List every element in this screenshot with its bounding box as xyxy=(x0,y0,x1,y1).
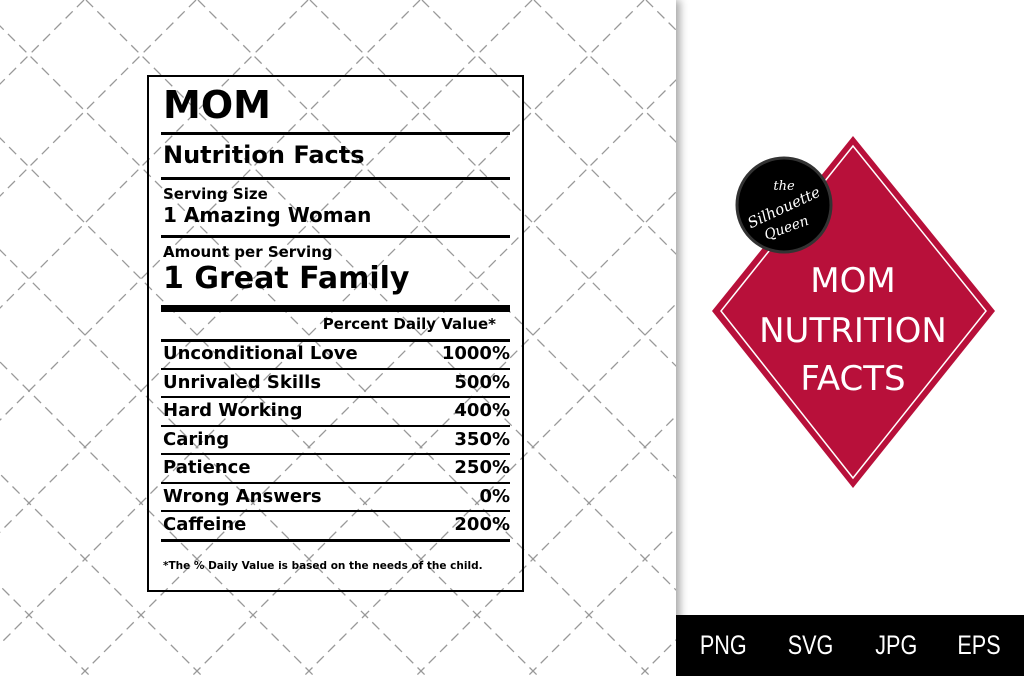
amount-per-serving-label: Amount per Serving xyxy=(163,243,333,261)
nutrient-row: Unrivaled Skills 500% xyxy=(163,372,510,393)
footnote: *The % Daily Value is based on the needs… xyxy=(163,560,483,572)
label-panel: MOM Nutrition Facts Serving Size 1 Amazi… xyxy=(0,0,676,676)
row-divider xyxy=(161,367,510,370)
nutrient-value: 200% xyxy=(454,514,510,535)
row-divider xyxy=(161,424,510,427)
nutrition-label: MOM Nutrition Facts Serving Size 1 Amazi… xyxy=(147,75,524,592)
nutrient-row: Caring 350% xyxy=(163,429,510,450)
row-divider xyxy=(161,481,510,484)
row-divider xyxy=(161,339,510,342)
nutrient-name: Caffeine xyxy=(163,514,247,535)
nutrient-value: 250% xyxy=(454,457,510,478)
label-heading: Nutrition Facts xyxy=(163,141,365,169)
nutrient-name: Caring xyxy=(163,428,230,450)
row-divider xyxy=(161,396,510,398)
nutrient-value: 1000% xyxy=(441,343,510,364)
file-formats-bar: PNG SVG JPG EPS xyxy=(676,615,1024,676)
nutrient-name: Wrong Answers xyxy=(163,485,322,507)
badge-line-2: NUTRITION xyxy=(759,311,947,351)
nutrient-name: Unrivaled Skills xyxy=(163,371,322,393)
badge: the Silhouette Queen MOM NUTRITION FACTS xyxy=(712,136,995,488)
label-title: MOM xyxy=(163,83,271,127)
format-eps: EPS xyxy=(957,630,1001,660)
nutrient-row: Hard Working 400% xyxy=(163,400,510,421)
nutrient-value: 500% xyxy=(454,371,510,393)
format-svg: SVG xyxy=(788,630,834,660)
row-divider xyxy=(161,453,510,455)
format-jpg: JPG xyxy=(874,630,917,660)
nutrient-value: 0% xyxy=(479,485,510,507)
svg-text:the: the xyxy=(773,179,795,194)
serving-size-value: 1 Amazing Woman xyxy=(163,203,372,227)
diamond-lattice-background xyxy=(0,0,676,676)
silhouette-queen-logo: the Silhouette Queen xyxy=(735,156,833,254)
nutrient-name: Hard Working xyxy=(163,400,303,421)
badge-line-1: MOM xyxy=(810,261,895,301)
nutrient-value: 400% xyxy=(454,400,510,421)
amount-per-serving-value: 1 Great Family xyxy=(163,261,410,296)
row-divider xyxy=(161,510,510,512)
serving-size-label: Serving Size xyxy=(163,185,268,203)
nutrient-row: Unconditional Love 1000% xyxy=(163,343,510,364)
nutrient-row: Wrong Answers 0% xyxy=(163,486,510,507)
percent-daily-value-header: Percent Daily Value* xyxy=(322,315,496,333)
nutrient-row: Caffeine 200% xyxy=(163,514,510,535)
badge-line-3: FACTS xyxy=(800,359,905,399)
nutrient-name: Patience xyxy=(163,457,251,478)
nutrient-value: 350% xyxy=(454,428,510,450)
nutrient-row: Patience 250% xyxy=(163,457,510,478)
nutrient-name: Unconditional Love xyxy=(163,343,358,364)
format-png: PNG xyxy=(699,630,747,660)
